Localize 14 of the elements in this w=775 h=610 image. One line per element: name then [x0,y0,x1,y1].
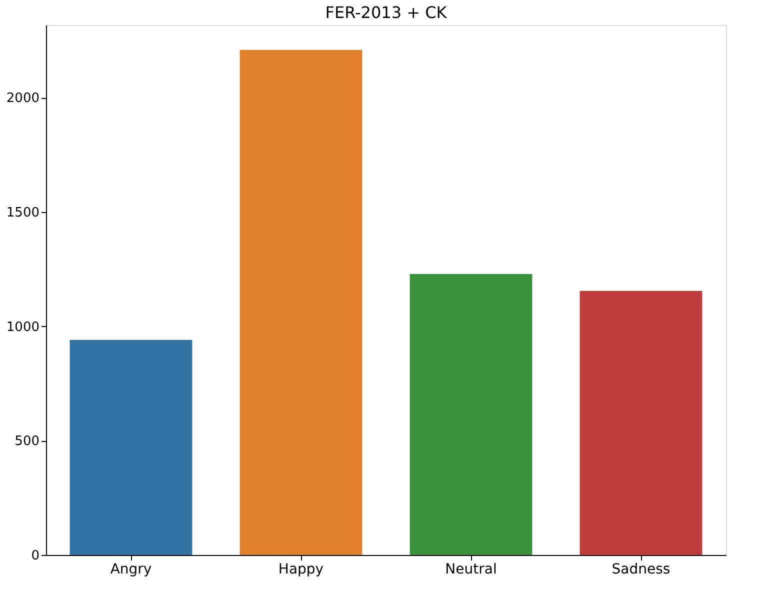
bar [240,50,362,555]
chart-title: FER-2013 + CK [325,3,448,22]
bar [70,340,192,555]
y-tick-label: 2000 [6,91,40,106]
y-tick-label: 500 [14,434,40,450]
bar [410,274,532,555]
y-tick-label: 1500 [6,206,40,221]
x-tick-label: Angry [110,562,152,578]
y-tick-label: 0 [31,548,40,564]
y-tick-label: 1000 [6,320,40,335]
x-tick-label: Neutral [445,562,497,578]
x-tick-label: Happy [278,562,324,578]
bar [580,290,702,555]
x-tick-label: Sadness [612,562,670,578]
